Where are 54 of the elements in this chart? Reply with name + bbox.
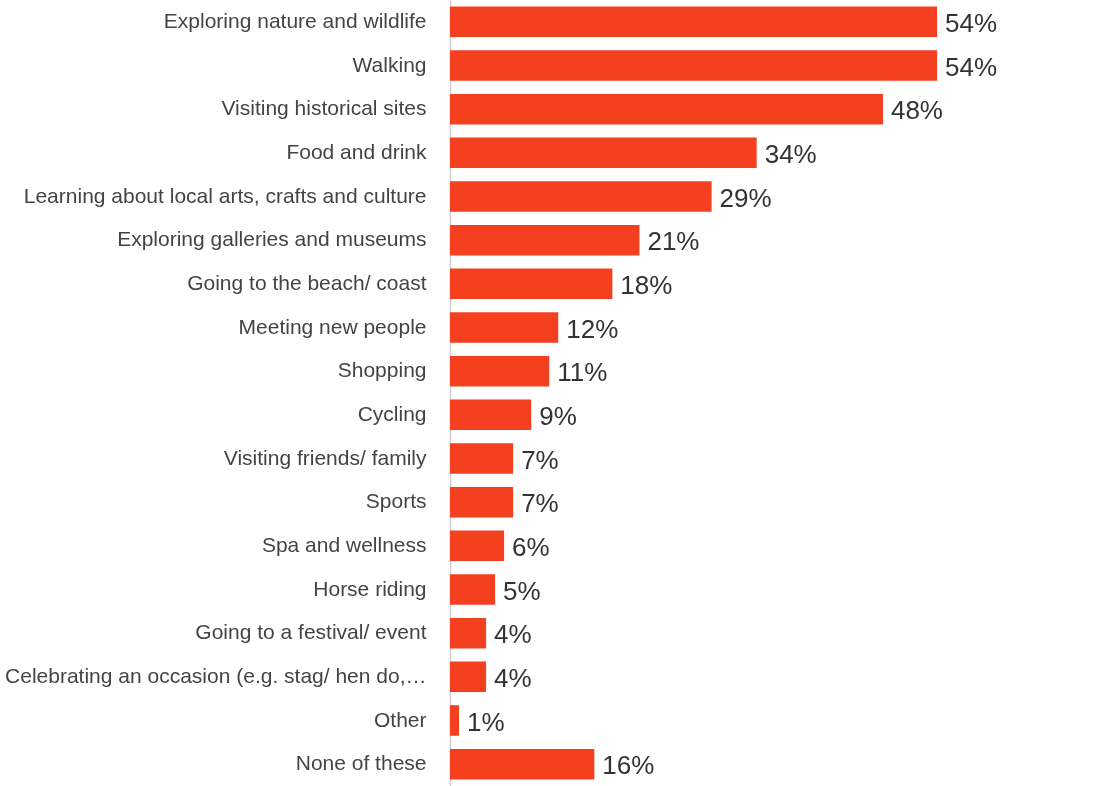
y-tick-label: Horse riding bbox=[313, 576, 427, 600]
y-tick-label: Exploring galleries and museums bbox=[117, 227, 427, 251]
bar bbox=[450, 705, 460, 736]
data-label: 11% bbox=[557, 357, 608, 388]
data-label: 18% bbox=[620, 269, 673, 300]
bar bbox=[450, 50, 938, 81]
data-label: 29% bbox=[719, 182, 772, 213]
y-tick-label: Food and drink bbox=[286, 139, 427, 163]
bar bbox=[450, 6, 938, 38]
y-tick-label: Going to a festival/ event bbox=[195, 620, 427, 644]
data-label: 4% bbox=[494, 662, 532, 693]
data-label: 6% bbox=[512, 531, 550, 562]
bar bbox=[450, 574, 496, 605]
y-tick-label: Spa and wellness bbox=[261, 532, 427, 556]
data-label: 34% bbox=[764, 138, 817, 169]
data-label: 1% bbox=[467, 706, 505, 737]
y-tick-label: Learning about local arts, crafts and culture bbox=[23, 183, 427, 207]
data-label: 54% bbox=[945, 51, 998, 82]
bar bbox=[450, 355, 550, 387]
bar bbox=[450, 268, 613, 300]
y-tick-label: Exploring nature and wildlife bbox=[163, 8, 427, 32]
bar bbox=[450, 93, 883, 125]
y-tick-label: Visiting historical sites bbox=[221, 96, 427, 120]
data-label: 5% bbox=[503, 575, 541, 606]
y-tick-label: None of these bbox=[295, 751, 427, 775]
y-tick-label: Meeting new people bbox=[238, 314, 427, 338]
y-tick-label: Sports bbox=[365, 489, 427, 513]
bar bbox=[450, 530, 505, 562]
bar bbox=[450, 617, 487, 649]
bar bbox=[450, 137, 757, 169]
bar bbox=[450, 312, 559, 343]
bar bbox=[450, 224, 640, 256]
data-label: 12% bbox=[566, 313, 619, 344]
y-tick-label: Shopping bbox=[337, 358, 427, 382]
y-tick-label: Other bbox=[373, 707, 427, 731]
bar bbox=[450, 443, 514, 474]
y-tick-label: Cycling bbox=[357, 401, 427, 425]
data-label: 4% bbox=[494, 619, 532, 650]
bar bbox=[450, 661, 487, 693]
data-label: 21% bbox=[647, 226, 700, 257]
y-tick-label: Walking bbox=[352, 52, 427, 76]
bar bbox=[450, 399, 532, 431]
bar bbox=[450, 181, 712, 212]
y-tick-label: Celebrating an occasion (e.g. stag/ hen do,… bbox=[5, 663, 427, 687]
data-label: 54% bbox=[945, 7, 998, 38]
data-label: 16% bbox=[602, 750, 655, 781]
bar bbox=[450, 486, 514, 518]
bar bbox=[450, 748, 595, 780]
y-tick-label: Visiting friends/ family bbox=[223, 445, 427, 469]
data-label: 7% bbox=[521, 488, 559, 519]
y-tick-label: Going to the beach/ coast bbox=[187, 270, 427, 294]
data-label: 9% bbox=[539, 400, 577, 431]
data-label: 7% bbox=[521, 444, 559, 475]
data-label: 48% bbox=[890, 95, 943, 126]
